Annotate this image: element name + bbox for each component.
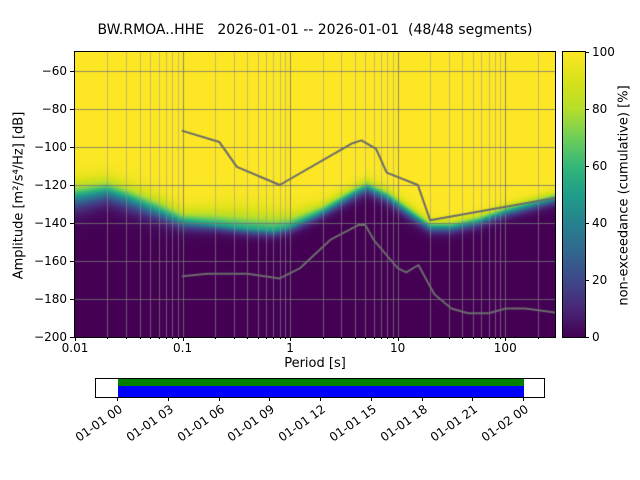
- x-minor-tick-mark: [273, 337, 275, 339]
- y-tick-label: −180: [34, 292, 67, 306]
- timeline-coverage-bar: [118, 379, 524, 386]
- x-minor-tick-mark: [172, 337, 174, 339]
- y-tick-mark: [70, 147, 75, 148]
- x-minor-tick-mark: [279, 337, 281, 339]
- colorbar-tick-label: 80: [592, 102, 608, 116]
- y-tick-mark: [70, 337, 75, 338]
- timeline-tick-mark: [167, 398, 169, 401]
- y-tick-mark: [70, 71, 75, 72]
- y-tick-label: −140: [34, 216, 67, 230]
- x-minor-tick-mark: [537, 337, 539, 339]
- x-minor-tick-mark: [285, 337, 287, 339]
- x-minor-tick-mark: [165, 337, 167, 339]
- x-minor-tick-mark: [488, 337, 490, 339]
- colorbar-tick-label: 100: [592, 45, 615, 59]
- y-tick-mark: [70, 223, 75, 224]
- y-tick-label: −200: [34, 330, 67, 344]
- y-tick-label: −80: [41, 102, 67, 116]
- x-tick-mark: [397, 337, 399, 341]
- y-tick-label: −60: [41, 64, 67, 78]
- x-tick-label: 0.01: [61, 341, 89, 355]
- x-minor-tick-mark: [158, 337, 160, 339]
- x-minor-tick-mark: [257, 337, 259, 339]
- x-minor-tick-mark: [126, 337, 128, 339]
- x-minor-tick-mark: [150, 337, 152, 339]
- x-minor-tick-mark: [481, 337, 483, 339]
- timeline-tick-mark: [370, 398, 372, 401]
- x-minor-tick-mark: [472, 337, 474, 339]
- x-minor-tick-mark: [247, 337, 249, 339]
- colorbar-tick-mark: [585, 223, 589, 224]
- colorbar-tick-label: 0: [592, 330, 600, 344]
- timeline-tick-mark: [269, 398, 271, 401]
- x-minor-tick-mark: [266, 337, 268, 339]
- x-minor-tick-mark: [214, 337, 216, 339]
- x-minor-tick-mark: [233, 337, 235, 339]
- y-tick-mark: [70, 261, 75, 262]
- colorbar-tick-label: 60: [592, 159, 608, 173]
- x-minor-tick-mark: [494, 337, 496, 339]
- timeline-gap-bar: [118, 386, 524, 397]
- colorbar-tick-label: 20: [592, 273, 608, 287]
- timeline-tick-mark: [472, 398, 474, 401]
- x-minor-tick-mark: [365, 337, 367, 339]
- y-tick-mark: [70, 109, 75, 110]
- x-tick-label: 100: [493, 341, 517, 355]
- x-minor-tick-mark: [387, 337, 389, 339]
- y-tick-label: −120: [34, 178, 67, 192]
- x-tick-mark: [290, 337, 292, 341]
- x-minor-tick-mark: [341, 337, 343, 339]
- x-minor-tick-mark: [462, 337, 464, 339]
- x-minor-tick-mark: [373, 337, 375, 339]
- x-tick-mark: [505, 337, 507, 341]
- x-tick-mark: [182, 337, 184, 341]
- x-tick-mark: [75, 337, 76, 341]
- x-tick-label: 10: [390, 341, 406, 355]
- plot-area: [74, 51, 556, 338]
- x-axis-label: Period [s]: [284, 356, 346, 371]
- y-tick-label: −100: [34, 140, 67, 154]
- y-tick-mark: [70, 185, 75, 186]
- x-minor-tick-mark: [381, 337, 383, 339]
- timeline-tick-mark: [421, 398, 423, 401]
- x-tick-label: 0.1: [173, 341, 193, 355]
- timeline-tick-mark: [320, 398, 321, 401]
- colorbar-tick-mark: [585, 166, 589, 167]
- colorbar-tick-label: 40: [592, 216, 608, 230]
- x-minor-tick-mark: [354, 337, 356, 339]
- colorbar-tick-mark: [585, 52, 589, 53]
- y-tick-mark: [70, 299, 75, 300]
- x-minor-tick-mark: [449, 337, 451, 339]
- x-minor-tick-mark: [139, 337, 141, 339]
- x-minor-tick-mark: [107, 337, 109, 339]
- x-minor-tick-mark: [430, 337, 432, 339]
- timeline-tick-mark: [218, 398, 220, 401]
- colorbar-tick-mark: [585, 280, 589, 281]
- colorbar-tick-mark: [585, 109, 589, 110]
- x-minor-tick-mark: [322, 337, 324, 339]
- ppsd-heatmap-canvas: [75, 52, 555, 337]
- timeline-tick-mark: [523, 398, 524, 401]
- y-tick-label: −160: [34, 254, 67, 268]
- x-tick-label: 1: [286, 341, 294, 355]
- colorbar: [562, 51, 586, 338]
- x-minor-tick-mark: [500, 337, 502, 339]
- timeline-tick-mark: [117, 398, 118, 401]
- timeline-box: [95, 378, 545, 398]
- x-minor-tick-mark: [392, 337, 394, 339]
- x-minor-tick-mark: [177, 337, 179, 339]
- colorbar-gradient-canvas: [563, 52, 585, 337]
- colorbar-tick-mark: [585, 337, 589, 338]
- colorbar-label: non-exceedance (cumulative) [%]: [616, 85, 632, 306]
- plot-title: BW.RMOA..HHE 2026-01-01 -- 2026-01-01 (4…: [97, 22, 533, 38]
